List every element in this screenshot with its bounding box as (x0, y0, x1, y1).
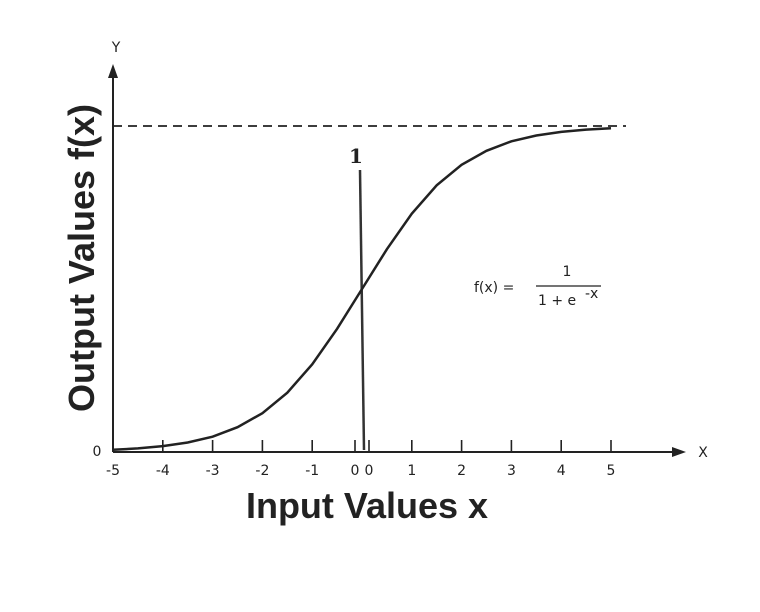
y-axis-title: Output Values f(x) (61, 104, 102, 412)
y-axis-arrow (108, 64, 118, 78)
marker-line (358, 169, 366, 451)
formula-lhs: f(x) = (474, 280, 514, 296)
y-zero-label: 0 (93, 444, 102, 460)
x-tick-label: 5 (607, 463, 616, 479)
x-tick-marks (112, 440, 612, 452)
formula-denominator: 1 + e (538, 293, 576, 309)
x-tick-labels: -5 -4 -3 -2 -1 0 0 1 2 3 4 5 (106, 463, 615, 479)
sigmoid-curve (112, 127, 612, 452)
x-tick-label: 3 (507, 463, 516, 479)
x-axis-title: Input Values x (246, 485, 488, 526)
x-tick-label: -2 (255, 463, 269, 479)
x-tick-label: 2 (457, 463, 466, 479)
x-tick-label: -3 (206, 463, 220, 479)
formula-numerator: 1 (563, 264, 572, 280)
y-axis-letter: Y (111, 40, 121, 56)
x-axis-arrow (672, 447, 686, 457)
asymptote-label: 1 (349, 144, 363, 168)
x-tick-label: 0 (365, 463, 374, 479)
x-tick-label: -4 (156, 463, 170, 479)
formula-exponent: -x (585, 286, 598, 302)
x-tick-label: -5 (106, 463, 120, 479)
x-tick-label: 1 (407, 463, 416, 479)
x-tick-label: -1 (305, 463, 319, 479)
x-tick-label: 0 (351, 463, 360, 479)
formula: f(x) = 1 1 + e -x (474, 264, 601, 309)
x-axis-letter: X (698, 445, 708, 461)
x-tick-label: 4 (557, 463, 566, 479)
